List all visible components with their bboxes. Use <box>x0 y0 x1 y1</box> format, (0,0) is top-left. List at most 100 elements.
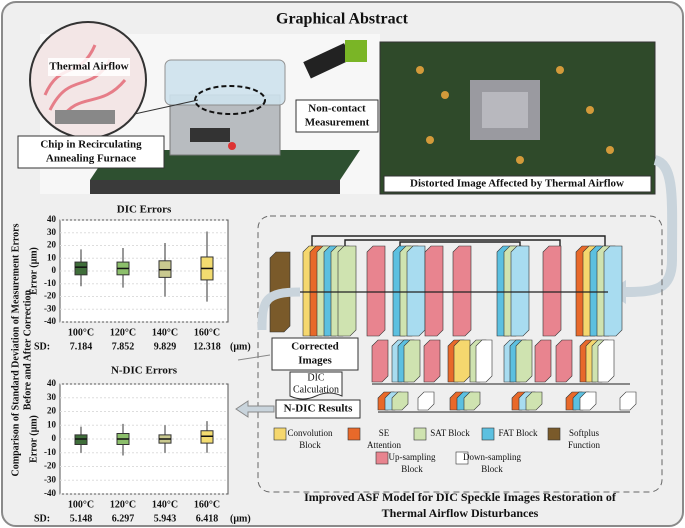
chart-title: DIC Errors <box>117 204 172 216</box>
x-tick-label: 160°C <box>194 499 220 510</box>
legend: Convolution Block SE Attention SAT Block FAT … <box>273 427 601 474</box>
legend-label: SE <box>379 428 390 438</box>
sd-value: 7.852 <box>112 341 135 352</box>
box <box>74 261 88 276</box>
y-tick-label: 30 <box>47 392 57 402</box>
layer-slab <box>423 339 441 383</box>
corrected-label: Images <box>298 355 332 367</box>
sd-value: 9.829 <box>154 341 177 352</box>
sd-value: 5.148 <box>70 513 93 524</box>
y-tick-label: 40 <box>47 378 57 388</box>
x-tick-label: 140°C <box>152 327 178 338</box>
furnace-label-box <box>17 135 165 169</box>
legend-label: Attention <box>367 440 401 450</box>
legend-swatch <box>413 427 427 441</box>
model-caption: Improved ASF Model for DIC Speckle Image… <box>304 490 617 504</box>
y-tick-label: 20 <box>47 406 57 416</box>
legend-swatch <box>481 427 495 441</box>
network <box>269 235 637 413</box>
furnace-label: Annealing Furnace <box>46 153 136 165</box>
x-tick-label: 100°C <box>68 499 94 510</box>
layer-slab <box>510 245 530 337</box>
corrected-box <box>271 337 359 371</box>
layer-slab <box>555 339 573 383</box>
charts: DIC Errors Error (μm) -40 -30 -20 -10 0 10 20 30 4… <box>28 204 250 525</box>
layer-slab <box>406 245 426 337</box>
layer-slab <box>453 339 471 383</box>
legend-swatch <box>547 427 561 441</box>
y-tick-label: 0 <box>52 433 57 443</box>
layer-slab <box>366 245 386 337</box>
dic-label: DIC <box>307 372 325 383</box>
layer-slab <box>403 339 421 383</box>
layer-slab <box>542 245 562 337</box>
legend-swatch <box>273 427 287 441</box>
distorted-image: Distorted Image Affected by Thermal Airf… <box>379 41 656 195</box>
sd-unit: (μm) <box>230 513 251 524</box>
layer-slab <box>603 245 623 337</box>
layer-slab <box>475 339 493 383</box>
furnace-label: Chip in Recirculating <box>40 139 142 151</box>
layer-slab <box>452 245 472 337</box>
title: Graphical Abstract <box>276 11 409 28</box>
x-tick-label: 100°C <box>68 327 94 338</box>
sd-label: SD: <box>34 513 50 524</box>
y-axis-label: Error (μm) <box>28 247 39 295</box>
layer-slab <box>534 339 552 383</box>
y-tick-label: -30 <box>44 474 56 484</box>
legend-swatch <box>347 427 361 441</box>
legend-label: Convolution <box>287 428 333 438</box>
corrected-label: Corrected <box>291 341 338 353</box>
y-tick-label: 30 <box>47 227 57 237</box>
connector <box>237 354 271 361</box>
chart-title: N-DIC Errors <box>111 365 178 377</box>
magnifier: Thermal Airflow <box>29 21 147 139</box>
layer-slab <box>515 339 533 383</box>
sd-unit: (μm) <box>230 341 251 352</box>
y-tick-label: 0 <box>52 265 57 275</box>
legend-label: Softplus <box>569 428 600 438</box>
y-tick-label: 20 <box>47 240 57 250</box>
y-tick-label: -10 <box>44 278 56 288</box>
y-axis-label: Error (μm) <box>28 415 39 463</box>
camera-label: Non-contact <box>308 103 366 115</box>
layer-slab <box>597 339 615 383</box>
ndic-box <box>275 399 361 419</box>
sd-value: 6.297 <box>112 513 135 524</box>
layer-slab <box>337 245 357 337</box>
legend-label: Block <box>299 440 321 450</box>
dic-label: Calculation <box>293 384 339 395</box>
model-caption: Thermal Airflow Disturbances <box>382 506 539 520</box>
magnifier-label: Thermal Airflow <box>49 61 128 73</box>
y-tick-label: -30 <box>44 303 56 313</box>
y-tick-label: 10 <box>47 419 57 429</box>
side-label: Before and After Correction <box>22 289 33 410</box>
y-tick-label: -40 <box>44 488 56 498</box>
y-tick-label: 40 <box>47 214 57 224</box>
x-tick-label: 120°C <box>110 327 136 338</box>
legend-swatch <box>455 451 469 465</box>
legend-label: SAT Block <box>430 428 470 438</box>
layer-slab <box>525 391 543 411</box>
sd-value: 7.184 <box>70 341 93 352</box>
layer-slab <box>463 391 481 411</box>
x-tick-label: 140°C <box>152 499 178 510</box>
legend-label: Block <box>401 464 423 474</box>
dic-box <box>289 371 343 400</box>
layer-slab <box>391 391 409 411</box>
y-tick-label: 10 <box>47 252 57 262</box>
legend-label: Up-sampling <box>389 452 436 462</box>
legend-label: FAT Block <box>499 428 538 438</box>
legend-label: Block <box>481 464 503 474</box>
layer-slab <box>424 245 444 337</box>
x-tick-label: 120°C <box>110 499 136 510</box>
sd-value: 12.318 <box>193 341 221 352</box>
legend-label: Function <box>568 440 601 450</box>
side-label: Comparison of Standard Deviation of Meas… <box>10 223 21 476</box>
skip-line <box>311 235 606 246</box>
y-tick-label: -20 <box>44 461 56 471</box>
x-tick-label: 160°C <box>194 327 220 338</box>
sd-value: 6.418 <box>196 513 219 524</box>
sd-label: SD: <box>34 341 50 352</box>
